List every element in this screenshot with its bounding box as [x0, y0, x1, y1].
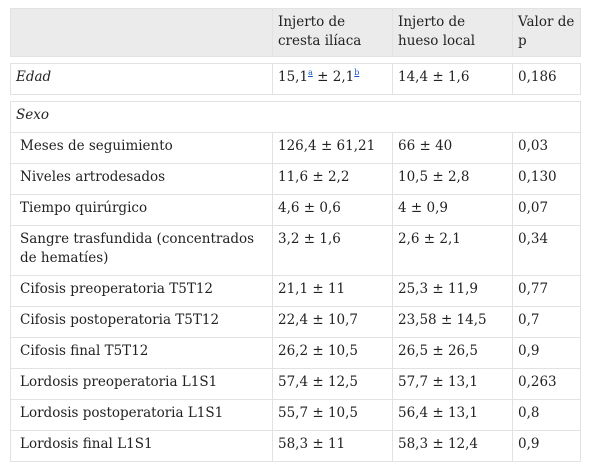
- header-row: Injerto de cresta ilíaca Injerto de hues…: [10, 8, 581, 57]
- row-label: Cifosis final T5T12: [10, 337, 273, 369]
- cell-iliac: 57,4 ± 12,5: [272, 368, 393, 400]
- cell-iliac: 3,2 ± 1,6: [272, 225, 393, 276]
- cell-value: 15,1: [278, 69, 309, 85]
- table-row-edad: Edad 15,1a ± 2,1b 14,4 ± 1,6 0,186: [10, 63, 581, 95]
- cell-p: 0,34: [512, 225, 581, 276]
- cell-local: 23,58 ± 14,5: [392, 306, 513, 338]
- table-row: Cifosis final T5T12 26,2 ± 10,5 26,5 ± 26,…: [10, 337, 581, 369]
- table-row: Tiempo quirúrgico 4,6 ± 0,6 4 ± 0,9 0,07: [10, 194, 581, 226]
- footnote-link-a[interactable]: a: [308, 68, 313, 77]
- table-row: Sangre trasfundida (concentrados de hema…: [10, 225, 581, 276]
- cell-iliac: 11,6 ± 2,2: [272, 163, 393, 195]
- cell-p: 0,77: [512, 275, 581, 307]
- table-row: Meses de seguimiento 126,4 ± 61,21 66 ± 40…: [10, 132, 581, 164]
- cell-local: 57,7 ± 13,1: [392, 368, 513, 400]
- header-cell-local-graft: Injerto de hueso local: [392, 8, 513, 57]
- cell-iliac: 22,4 ± 10,7: [272, 306, 393, 338]
- cell-iliac: 55,7 ± 10,5: [272, 399, 393, 431]
- cell-local: 26,5 ± 26,5: [392, 337, 513, 369]
- cell-local: 4 ± 0,9: [392, 194, 513, 226]
- row-label: Lordosis preoperatoria L1S1: [10, 368, 273, 400]
- table-row-sexo: Sexo: [10, 101, 581, 133]
- cell-p: 0,263: [512, 368, 581, 400]
- cell-iliac: 21,1 ± 11: [272, 275, 393, 307]
- cell-iliac: 4,6 ± 0,6: [272, 194, 393, 226]
- cell-p: 0,07: [512, 194, 581, 226]
- table-row: Lordosis postoperatoria L1S1 55,7 ± 10,5 5…: [10, 399, 581, 431]
- cell-iliac: 26,2 ± 10,5: [272, 337, 393, 369]
- row-label: Cifosis postoperatoria T5T12: [10, 306, 273, 338]
- footnote-link-b[interactable]: b: [354, 68, 360, 77]
- header-cell-empty: [10, 8, 273, 57]
- cell-iliac: 126,4 ± 61,21: [272, 132, 393, 164]
- cell-iliac: 15,1a ± 2,1b: [272, 63, 393, 95]
- cell-local: 10,5 ± 2,8: [392, 163, 513, 195]
- row-label: Cifosis preoperatoria T5T12: [10, 275, 273, 307]
- row-label: Niveles artrodesados: [10, 163, 273, 195]
- cell-local: 25,3 ± 11,9: [392, 275, 513, 307]
- spacer-row: [10, 94, 581, 102]
- results-table: Injerto de cresta ilíaca Injerto de hues…: [10, 8, 581, 462]
- cell-p: 0,7: [512, 306, 581, 338]
- spacer-row: [10, 56, 581, 64]
- table-row: Cifosis postoperatoria T5T12 22,4 ± 10,7 2…: [10, 306, 581, 338]
- row-label: Meses de seguimiento: [10, 132, 273, 164]
- cell-local: 14,4 ± 1,6: [392, 63, 513, 95]
- cell-value-sd: ± 2,1: [312, 69, 355, 85]
- table-row: Niveles artrodesados 11,6 ± 2,2 10,5 ± 2,8…: [10, 163, 581, 195]
- header-cell-p-value: Valor de p: [512, 8, 581, 57]
- table-row: Cifosis preoperatoria T5T12 21,1 ± 11 25,3…: [10, 275, 581, 307]
- cell-p: 0,03: [512, 132, 581, 164]
- table-row: Lordosis preoperatoria L1S1 57,4 ± 12,5 57…: [10, 368, 581, 400]
- cell-p: 0,9: [512, 337, 581, 369]
- row-label: Sangre trasfundida (concentrados de hema…: [10, 225, 273, 276]
- cell-local: 66 ± 40: [392, 132, 513, 164]
- row-label: Tiempo quirúrgico: [10, 194, 273, 226]
- cell-p: 0,8: [512, 399, 581, 431]
- section-label: Sexo: [10, 101, 581, 133]
- row-label: Edad: [10, 63, 273, 95]
- cell-local: 56,4 ± 13,1: [392, 399, 513, 431]
- cell-local: 2,6 ± 2,1: [392, 225, 513, 276]
- cell-p: 0,186: [512, 63, 581, 95]
- header-cell-iliac-graft: Injerto de cresta ilíaca: [272, 8, 393, 57]
- row-label: Lordosis postoperatoria L1S1: [10, 399, 273, 431]
- cell-p: 0,130: [512, 163, 581, 195]
